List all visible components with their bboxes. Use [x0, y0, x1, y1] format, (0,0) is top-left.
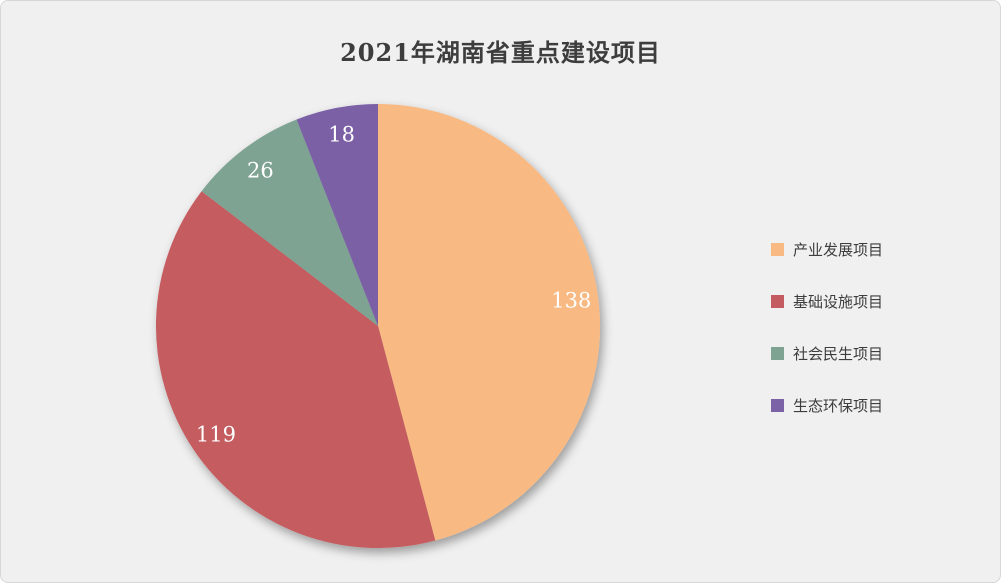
chart-title: 2021年湖南省重点建设项目	[340, 38, 661, 67]
legend-swatch-icon	[771, 242, 784, 256]
legend-swatch-icon	[771, 294, 784, 308]
slice-value-label: 138	[551, 289, 591, 313]
slice-value-label: 18	[328, 122, 355, 146]
pie-slices	[155, 104, 601, 549]
pie-slice-0	[378, 104, 601, 541]
legend-swatch-icon	[771, 398, 784, 412]
legend-label: 基础设施项目	[793, 292, 884, 311]
legend-item-infrastructure: 基础设施项目	[771, 292, 884, 311]
legend-item-ecology: 生态环保项目	[771, 396, 884, 415]
pie-value-labels: 138 119 26 18	[196, 122, 591, 446]
legend-label: 社会民生项目	[793, 344, 884, 363]
legend-item-livelihood: 社会民生项目	[771, 344, 884, 363]
legend-label: 生态环保项目	[793, 396, 884, 415]
legend-swatch-icon	[771, 346, 784, 360]
slice-value-label: 26	[247, 158, 274, 182]
legend: 产业发展项目 基础设施项目 社会民生项目 生态环保项目	[771, 241, 883, 449]
legend-item-industry: 产业发展项目	[771, 240, 884, 259]
pie-slice-1	[155, 191, 436, 549]
legend-label: 产业发展项目	[793, 240, 884, 259]
slice-value-label: 119	[196, 422, 236, 446]
pie-slice-2	[201, 119, 378, 327]
pie-slice-3	[296, 104, 378, 326]
